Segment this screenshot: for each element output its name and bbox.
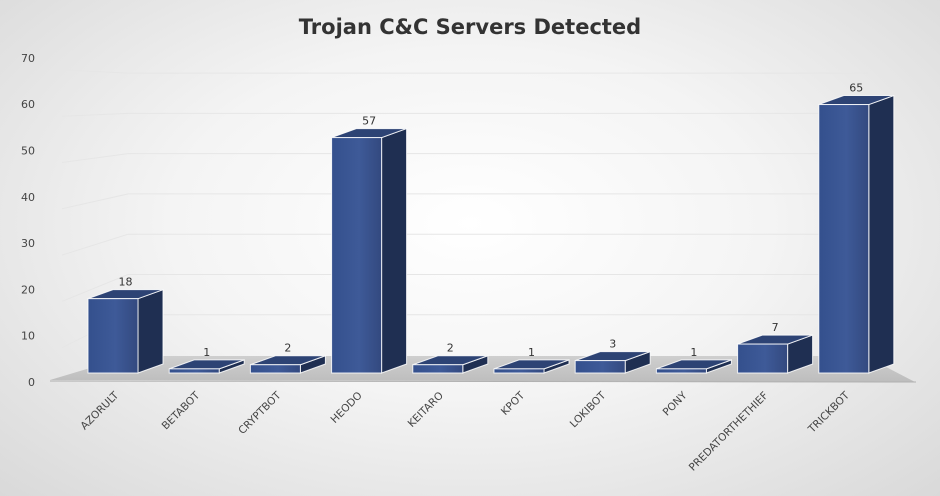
- bars: [87, 94, 895, 374]
- bar: [168, 359, 245, 374]
- x-tick-label: TRICKBOT: [805, 389, 852, 436]
- bar: [87, 288, 164, 374]
- bar: [249, 355, 326, 374]
- bar: [493, 359, 570, 374]
- data-labels: 18 1 2 57 2 1 3 1 7 65: [119, 82, 864, 359]
- y-tick-label: 0: [28, 376, 35, 389]
- bar: [574, 350, 651, 374]
- bar-front: [331, 137, 383, 374]
- data-label: 18: [119, 276, 133, 289]
- x-tick-label: KPOT: [499, 389, 528, 418]
- x-tick-label: AZORULT: [78, 389, 121, 432]
- x-tick-label: HEODO: [329, 390, 365, 426]
- chart-title: Trojan C&C Servers Detected: [299, 15, 641, 39]
- bar-front: [574, 360, 626, 374]
- gridlines: [61, 69, 868, 349]
- data-label: 1: [690, 346, 697, 359]
- bar-front: [168, 368, 220, 374]
- gridline: [61, 153, 868, 163]
- x-axis: AZORULT BETABOT CRYPTBOT HEODO KEITARO KPOT LO…: [78, 389, 852, 473]
- gridline: [61, 112, 868, 117]
- x-tick-label: CRYPTBOT: [236, 389, 284, 437]
- gridline: [61, 69, 868, 74]
- data-label: 57: [362, 115, 376, 128]
- bar-front: [737, 343, 789, 374]
- bar-front: [87, 298, 139, 374]
- gridline: [61, 273, 868, 302]
- y-tick-label: 30: [21, 237, 35, 250]
- data-label: 2: [447, 342, 454, 355]
- y-tick-label: 10: [21, 330, 35, 343]
- data-label: 1: [528, 346, 535, 359]
- x-tick-label: LOKIBOT: [568, 389, 609, 430]
- gridline: [61, 193, 868, 210]
- bar: [412, 355, 489, 374]
- data-label: 3: [609, 338, 616, 351]
- y-tick-label: 40: [21, 191, 35, 204]
- y-tick-label: 20: [21, 283, 35, 296]
- bar: [655, 359, 732, 374]
- bar: [331, 127, 408, 374]
- gridline: [61, 233, 868, 256]
- data-label: 7: [772, 321, 779, 334]
- y-tick-label: 50: [21, 145, 35, 158]
- x-tick-label: BETABOT: [160, 389, 203, 432]
- bar-front: [249, 364, 301, 374]
- bar-front: [412, 364, 464, 374]
- bar-side: [381, 127, 408, 374]
- bar-side: [137, 288, 164, 374]
- x-tick-label: PREDATORTHETHIEF: [687, 390, 771, 474]
- floor-edge: [49, 380, 917, 383]
- bar-front: [655, 368, 707, 374]
- bar: [737, 334, 814, 374]
- y-axis: 0 10 20 30 40 50 60 70: [21, 52, 35, 389]
- data-label: 1: [203, 346, 210, 359]
- x-tick-label: KEITARO: [406, 390, 446, 430]
- y-tick-label: 70: [21, 52, 35, 65]
- bar: [818, 94, 895, 374]
- y-tick-label: 60: [21, 98, 35, 111]
- data-label: 65: [849, 82, 863, 95]
- x-tick-label: PONY: [661, 389, 690, 418]
- bar-front: [818, 104, 870, 374]
- bar-side: [868, 94, 895, 374]
- bar-front: [493, 368, 545, 374]
- data-label: 2: [284, 342, 291, 355]
